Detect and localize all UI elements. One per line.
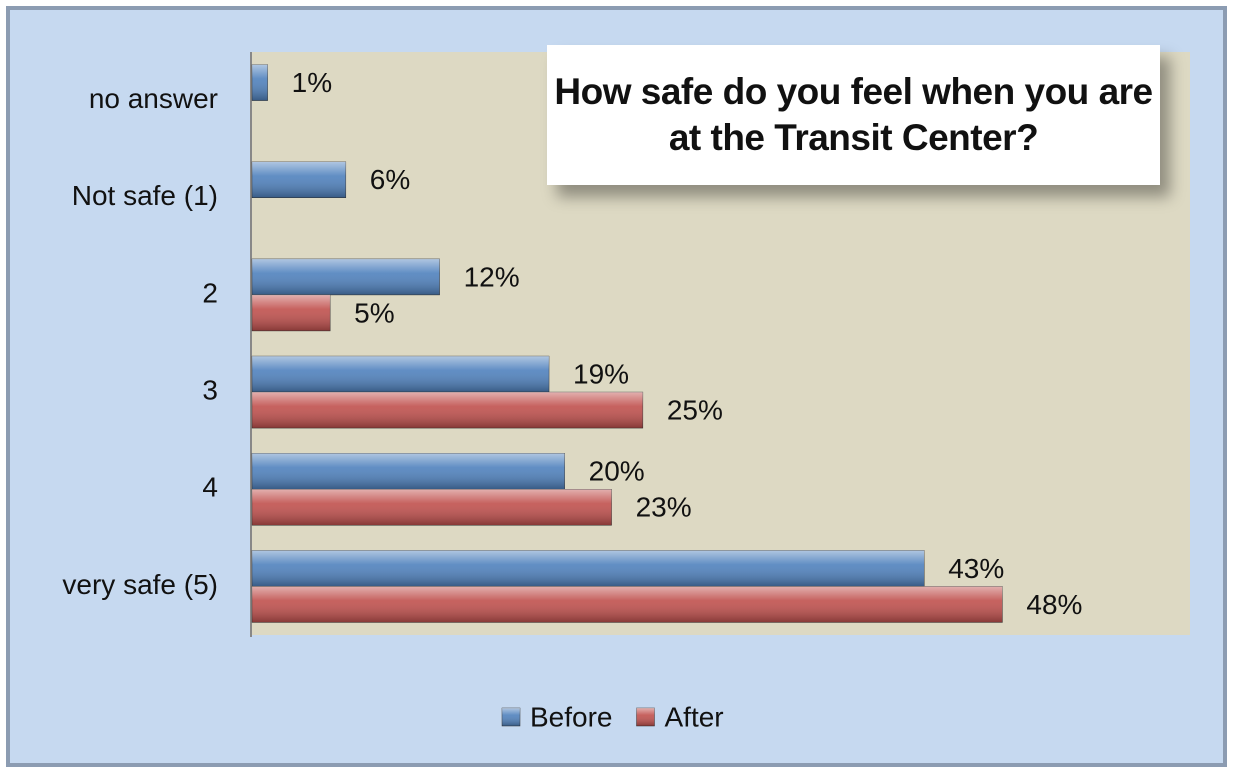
value-label: 20%: [589, 456, 645, 487]
bar-shine: [252, 392, 643, 429]
y-tick-label: 2: [202, 277, 218, 308]
y-tick-label: no answer: [89, 83, 218, 114]
legend-label: After: [665, 701, 724, 732]
value-label: 48%: [1026, 589, 1082, 620]
legend-label: Before: [530, 701, 613, 732]
bar-shine: [252, 586, 1003, 623]
value-label: 19%: [573, 358, 629, 389]
y-tick-label: 4: [202, 472, 218, 503]
bar-shine: [252, 356, 550, 393]
legend-swatch-shine: [636, 708, 655, 726]
bar-shine: [252, 64, 268, 101]
bar-shine: [252, 161, 346, 198]
value-label: 25%: [667, 394, 723, 425]
bar-shine: [252, 294, 331, 331]
value-label: 12%: [464, 261, 520, 292]
value-label: 6%: [370, 164, 410, 195]
value-label: 5%: [354, 297, 394, 328]
value-label: 43%: [948, 553, 1004, 584]
legend-swatch-shine: [502, 708, 520, 726]
y-tick-label: 3: [202, 374, 218, 405]
bar-shine: [252, 453, 565, 490]
value-label: 1%: [292, 67, 332, 98]
chart-title: How safe do you feel when you are at the…: [547, 45, 1160, 185]
value-label: 23%: [636, 492, 692, 523]
bar-shine: [252, 489, 612, 526]
bar-shine: [252, 258, 440, 295]
bar-shine: [252, 550, 925, 587]
y-tick-label: Not safe (1): [72, 180, 218, 211]
y-tick-label: very safe (5): [62, 569, 218, 600]
